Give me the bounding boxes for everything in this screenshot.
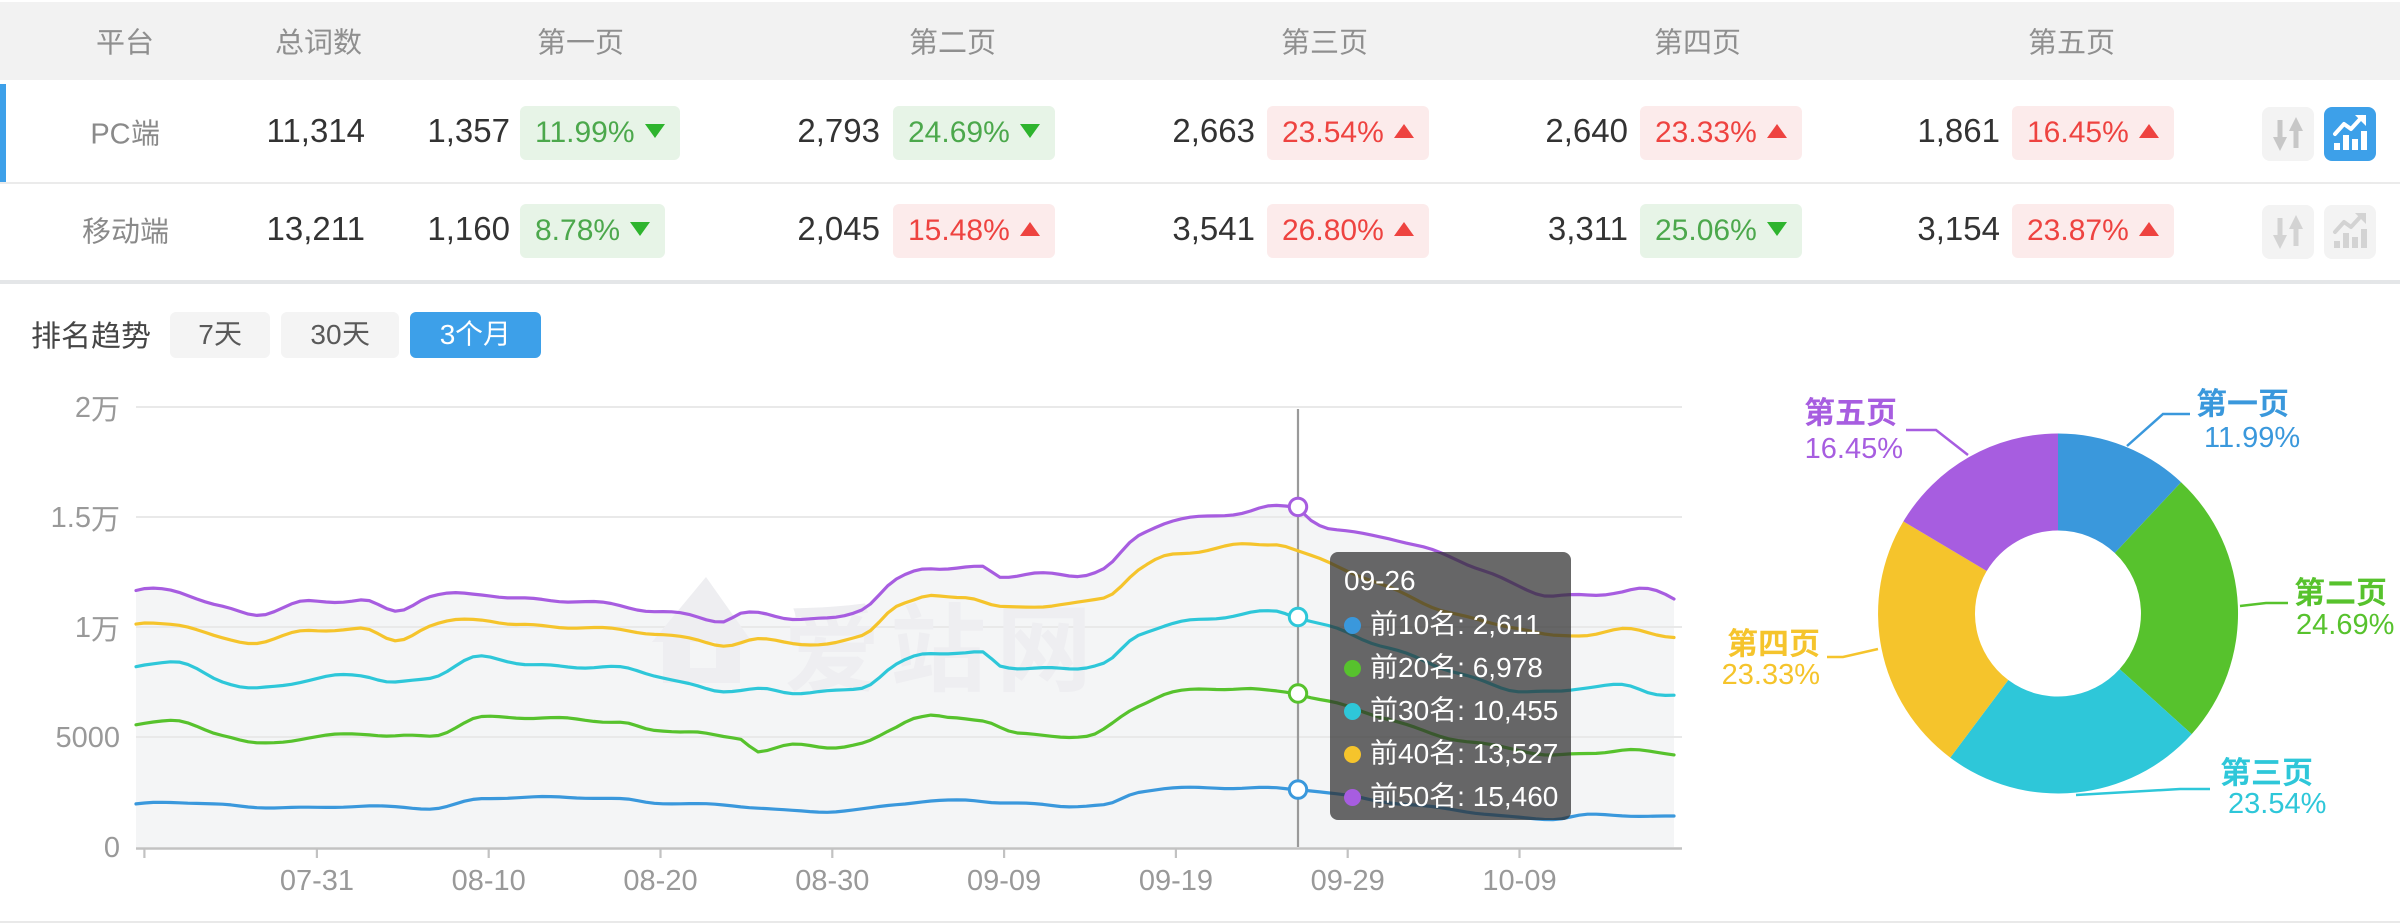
svg-text:08-20: 08-20 [623,865,697,897]
svg-text:23.33%: 23.33% [1722,659,1820,691]
svg-text:07-31: 07-31 [280,865,354,897]
svg-text:08-30: 08-30 [795,865,869,897]
svg-text:09-19: 09-19 [1139,865,1213,897]
svg-text:5000: 5000 [55,722,120,754]
svg-text:23.54%: 23.54% [2228,788,2326,820]
svg-text:0: 0 [104,832,120,864]
svg-text:11.99%: 11.99% [2204,422,2300,454]
svg-text:1: 1 [75,612,91,644]
svg-text:2: 2 [75,392,91,424]
svg-text:24.69%: 24.69% [2296,609,2394,641]
svg-text:1.5: 1.5 [51,502,91,534]
svg-text:09-09: 09-09 [967,865,1041,897]
svg-text:08-10: 08-10 [452,865,526,897]
svg-text:09-29: 09-29 [1311,865,1385,897]
svg-text:16.45%: 16.45% [1805,433,1903,465]
svg-text:10-09: 10-09 [1482,865,1556,897]
